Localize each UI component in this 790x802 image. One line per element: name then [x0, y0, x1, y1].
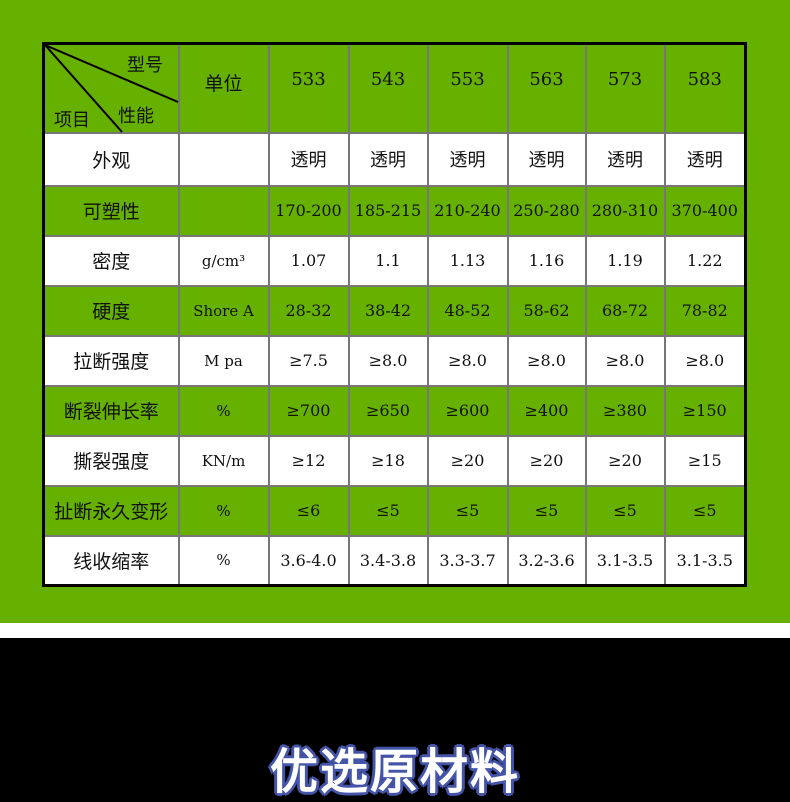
property-name: 密度	[42, 234, 180, 287]
property-label: 性能	[118, 106, 154, 127]
unit-cell: g/cm³	[177, 234, 270, 287]
unit-cell	[177, 184, 270, 237]
model-header: 573	[584, 42, 666, 134]
property-name: 硬度	[42, 284, 180, 337]
header-row: 型号 性能 项目 单位 533 543 553 563 573 583	[42, 42, 747, 134]
value-cell: ≥650	[347, 384, 429, 437]
value-cell: ≥400	[506, 384, 587, 437]
value-cell: 1.22	[663, 234, 747, 287]
value-cell: 透明	[426, 131, 509, 187]
unit-cell: Shore A	[177, 284, 270, 337]
property-name: 可塑性	[42, 184, 180, 237]
value-cell: 3.3-3.7	[426, 534, 509, 587]
item-label: 项目	[54, 110, 90, 131]
value-cell: 3.4-3.8	[347, 534, 429, 587]
value-cell: 1.19	[584, 234, 666, 287]
value-cell: 170-200	[267, 184, 350, 237]
value-cell: 透明	[584, 131, 666, 187]
value-cell: 1.07	[267, 234, 350, 287]
value-cell: 1.13	[426, 234, 509, 287]
table-row: 密度 g/cm³ 1.07 1.1 1.13 1.16 1.19 1.22	[42, 234, 747, 287]
value-cell: 68-72	[584, 284, 666, 337]
spec-table: 型号 性能 项目 单位 533 543 553 563 573 583 外观 透明 透明 透明透…	[42, 42, 747, 587]
value-cell: 210-240	[426, 184, 509, 237]
value-cell: ≥20	[506, 434, 587, 487]
value-cell: 250-280	[506, 184, 587, 237]
value-cell: ≤5	[584, 484, 666, 537]
table-row: 可塑性 170-200 185-215 210-240 250-280 280-310 37…	[42, 184, 747, 237]
value-cell: ≥380	[584, 384, 666, 437]
unit-cell	[177, 131, 270, 187]
value-cell: ≥8.0	[347, 334, 429, 387]
value-cell: 3.1-3.5	[663, 534, 747, 587]
value-cell: 370-400	[663, 184, 747, 237]
value-cell: 3.1-3.5	[584, 534, 666, 587]
property-name: 线收缩率	[42, 534, 180, 587]
value-cell: 透明	[347, 131, 429, 187]
table-row: 断裂伸长率% ≥700 ≥650 ≥600 ≥400 ≥380 ≥150	[42, 384, 747, 437]
value-cell: ≥600	[426, 384, 509, 437]
value-cell: 透明	[663, 131, 747, 187]
value-cell: ≥15	[663, 434, 747, 487]
value-cell: 280-310	[584, 184, 666, 237]
model-header: 543	[347, 42, 429, 134]
table-row: 线收缩率% 3.6-4.0 3.4-3.8 3.3-3.7 3.2-3.6 3.1-3.5…	[42, 534, 747, 587]
model-header: 533	[267, 42, 350, 134]
table-row: 硬度 Shore A 28-32 38-42 48-52 58-62 68-72 78-82	[42, 284, 747, 337]
unit-header: 单位	[177, 42, 270, 134]
value-cell: 1.16	[506, 234, 587, 287]
model-header: 563	[506, 42, 587, 134]
value-cell: 48-52	[426, 284, 509, 337]
value-cell: 透明	[267, 131, 350, 187]
unit-cell: M pa	[177, 334, 270, 387]
value-cell: 58-62	[506, 284, 587, 337]
table-row: 外观 透明 透明 透明 透明 透明 透明	[42, 131, 747, 187]
property-name: 扯断永久变形	[42, 484, 180, 537]
value-cell: ≥18	[347, 434, 429, 487]
value-cell: ≥8.0	[584, 334, 666, 387]
value-cell: ≥8.0	[426, 334, 509, 387]
unit-cell: %	[177, 484, 270, 537]
value-cell: ≥8.0	[663, 334, 747, 387]
value-cell: ≤5	[663, 484, 747, 537]
unit-cell: %	[177, 534, 270, 587]
table-row: 扯断永久变形% ≤6 ≤5 ≤5 ≤5 ≤5 ≤5	[42, 484, 747, 537]
value-cell: ≥700	[267, 384, 350, 437]
value-cell: 78-82	[663, 284, 747, 337]
value-cell: 185-215	[347, 184, 429, 237]
property-name: 外观	[42, 131, 180, 187]
value-cell: ≤5	[506, 484, 587, 537]
value-cell: 透明	[506, 131, 587, 187]
value-cell: ≥20	[426, 434, 509, 487]
value-cell: 3.6-4.0	[267, 534, 350, 587]
divider-strip	[0, 623, 790, 638]
value-cell: 3.2-3.6	[506, 534, 587, 587]
model-header: 553	[426, 42, 509, 134]
unit-cell: KN/m	[177, 434, 270, 487]
banner-title: 优选原材料	[269, 744, 520, 800]
property-name: 拉断强度	[42, 334, 180, 387]
value-cell: 38-42	[347, 284, 429, 337]
value-cell: 28-32	[267, 284, 350, 337]
property-name: 撕裂强度	[42, 434, 180, 487]
model-header: 583	[663, 42, 747, 134]
value-cell: ≤6	[267, 484, 350, 537]
diagonal-header-cell: 型号 性能 项目	[42, 42, 180, 134]
value-cell: ≥7.5	[267, 334, 350, 387]
value-cell: 1.1	[347, 234, 429, 287]
table-row: 拉断强度 M pa ≥7.5 ≥8.0 ≥8.0 ≥8.0 ≥8.0 ≥8.0	[42, 334, 747, 387]
unit-cell: %	[177, 384, 270, 437]
value-cell: ≥20	[584, 434, 666, 487]
value-cell: ≥150	[663, 384, 747, 437]
table-row: 撕裂强度 KN/m ≥12 ≥18 ≥20 ≥20 ≥20 ≥15	[42, 434, 747, 487]
value-cell: ≥8.0	[506, 334, 587, 387]
value-cell: ≥12	[267, 434, 350, 487]
property-name: 断裂伸长率	[42, 384, 180, 437]
value-cell: ≤5	[426, 484, 509, 537]
value-cell: ≤5	[347, 484, 429, 537]
model-label: 型号	[127, 55, 163, 76]
